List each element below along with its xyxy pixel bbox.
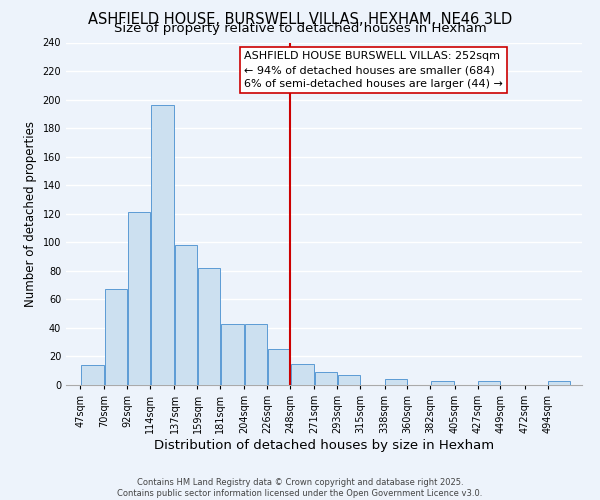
Bar [175, 245, 197, 385]
Text: ASHFIELD HOUSE, BURSWELL VILLAS, HEXHAM, NE46 3LD: ASHFIELD HOUSE, BURSWELL VILLAS, HEXHAM,… [88, 12, 512, 26]
Bar [197, 268, 220, 385]
Bar [431, 380, 454, 385]
Text: ASHFIELD HOUSE BURSWELL VILLAS: 252sqm
← 94% of detached houses are smaller (684: ASHFIELD HOUSE BURSWELL VILLAS: 252sqm ←… [244, 51, 503, 89]
Bar [338, 375, 360, 385]
Bar [80, 365, 104, 385]
X-axis label: Distribution of detached houses by size in Hexham: Distribution of detached houses by size … [154, 439, 494, 452]
Bar [548, 380, 570, 385]
Bar [128, 212, 150, 385]
Bar [245, 324, 267, 385]
Text: Size of property relative to detached houses in Hexham: Size of property relative to detached ho… [113, 22, 487, 35]
Y-axis label: Number of detached properties: Number of detached properties [24, 120, 37, 306]
Bar [478, 380, 500, 385]
Text: Contains HM Land Registry data © Crown copyright and database right 2025.
Contai: Contains HM Land Registry data © Crown c… [118, 478, 482, 498]
Bar [268, 350, 290, 385]
Bar [104, 290, 127, 385]
Bar [290, 364, 314, 385]
Bar [221, 324, 244, 385]
Bar [315, 372, 337, 385]
Bar [385, 380, 407, 385]
Bar [151, 106, 174, 385]
